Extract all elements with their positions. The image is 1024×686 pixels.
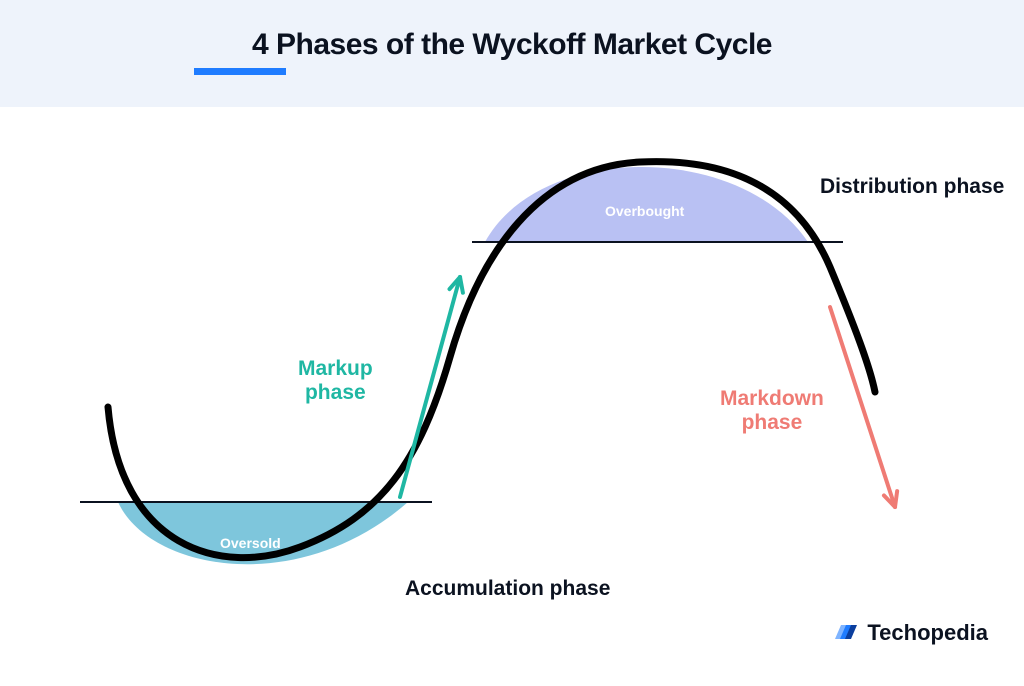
markup-phase-label: Markup phase <box>298 357 373 405</box>
techopedia-icon <box>831 619 859 647</box>
brand-logo: Techopedia <box>831 619 988 647</box>
header: 4 Phases of the Wyckoff Market Cycle <box>0 0 1024 107</box>
overbought-label: Overbought <box>605 203 684 219</box>
title-underline <box>194 68 286 75</box>
markdown-phase-label: Markdown phase <box>720 387 824 435</box>
brand-name: Techopedia <box>867 620 988 646</box>
page-title: 4 Phases of the Wyckoff Market Cycle <box>0 28 1024 62</box>
distribution-phase-label: Distribution phase <box>820 175 1004 199</box>
diagram-canvas: Accumulation phase Distribution phase Ma… <box>0 107 1024 667</box>
accumulation-phase-label: Accumulation phase <box>405 577 610 601</box>
oversold-label: Oversold <box>220 535 281 551</box>
